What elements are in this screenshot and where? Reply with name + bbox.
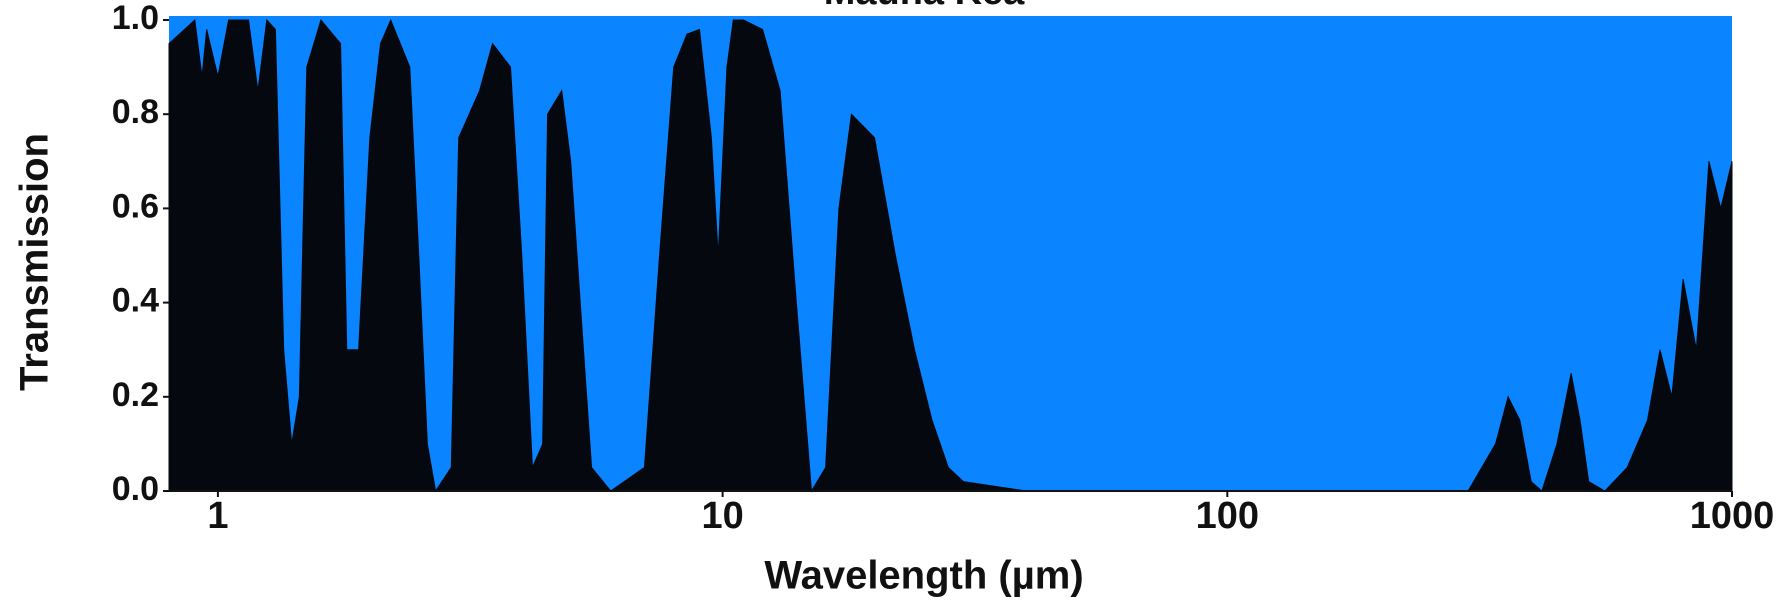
x-tick-label: 100 (1196, 495, 1259, 537)
plot-background (169, 16, 1732, 491)
x-tick-label: 1000 (1690, 495, 1775, 537)
y-tick-label: 0.8 (112, 93, 159, 131)
y-tick-label: 0.0 (112, 470, 159, 508)
y-axis-label: Transmission (13, 133, 57, 391)
x-axis-label: Wavelength (µm) (764, 554, 1083, 598)
y-tick-label: 1.0 (112, 0, 159, 37)
x-tick-label: 1 (207, 495, 228, 537)
transmission-area (168, 18, 1733, 493)
y-tick-label: 0.2 (112, 376, 159, 414)
y-tick-label: 0.6 (112, 187, 159, 225)
x-tick-label: 10 (701, 495, 743, 537)
y-tick-label: 0.4 (112, 282, 159, 320)
chart-title: Mauna Kea (824, 0, 1025, 13)
